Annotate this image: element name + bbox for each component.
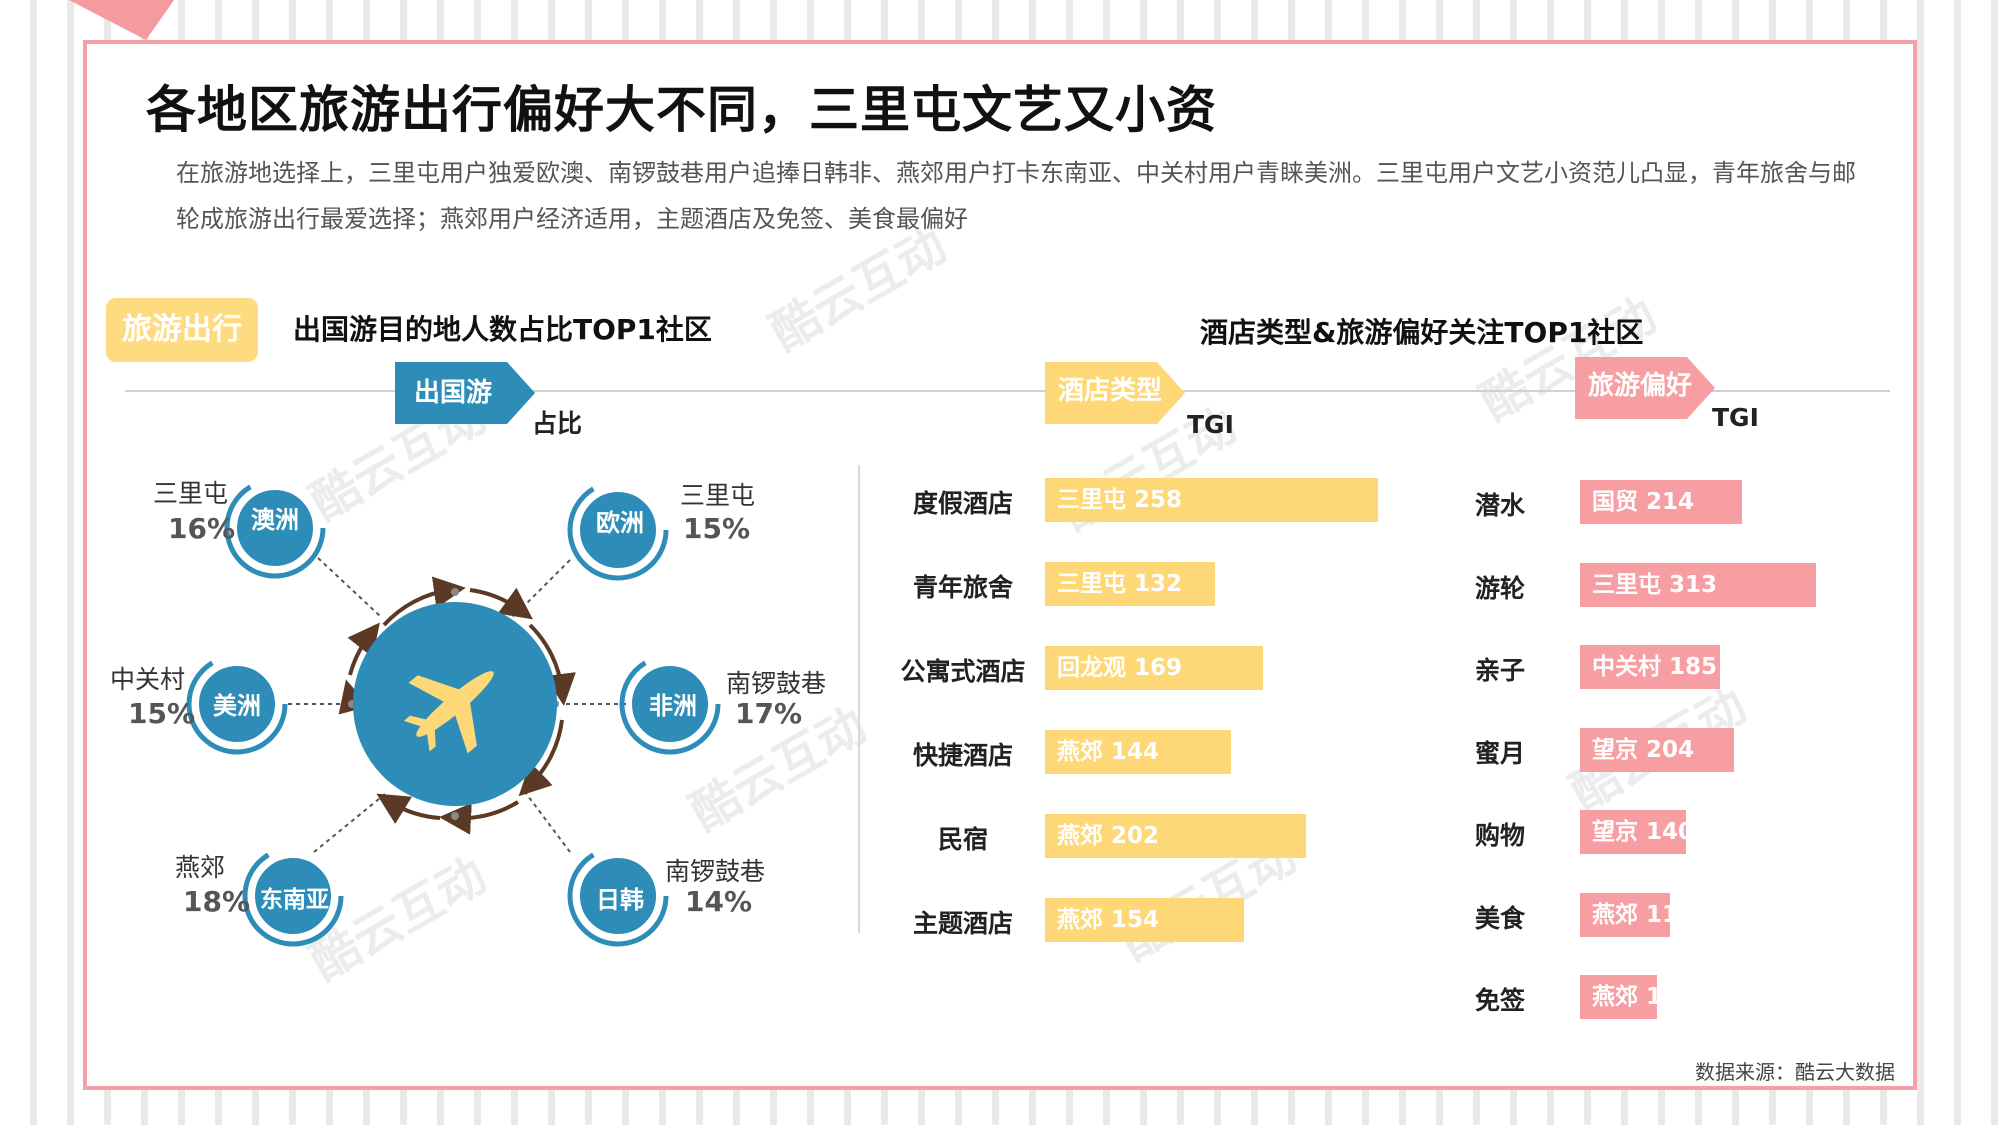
node-ring — [224, 477, 326, 579]
bar: 三里屯 132 — [1045, 562, 1215, 606]
bar: 国贸 214 — [1580, 480, 1742, 524]
node-region-jk: 日韩 — [596, 886, 644, 914]
connector-line — [317, 557, 381, 617]
category-label: 青年旅舍 — [912, 573, 1013, 602]
bar: 三里屯 313 — [1580, 562, 1816, 607]
bar: 燕郊 144 — [1045, 730, 1231, 774]
community-label: 三里屯 — [680, 481, 756, 510]
ribbon-outbound — [395, 362, 535, 424]
connector-line — [524, 791, 571, 853]
node-ring — [186, 653, 288, 755]
data-source: 数据来源：酷云大数据 — [1695, 1060, 1895, 1084]
left-section-title: 出国游目的地人数占比TOP1社区 — [293, 313, 712, 346]
divider-line — [125, 390, 1890, 392]
vertical-divider — [858, 465, 860, 933]
bar: 燕郊 102 — [1580, 975, 1657, 1019]
share-axis-label: 占比 — [532, 409, 583, 438]
category-label: 亲子 — [1474, 656, 1525, 685]
share-value: 14% — [685, 885, 753, 918]
region-node — [251, 854, 335, 938]
node-ring — [619, 653, 721, 755]
page-title: 各地区旅游出行偏好大不同，三里屯文艺又小资 — [146, 81, 1217, 139]
region-node — [233, 486, 317, 570]
share-value: 18% — [183, 885, 251, 918]
category-label: 购物 — [1474, 821, 1525, 850]
node-region-af: 非洲 — [649, 692, 697, 720]
bar: 燕郊 202 — [1045, 814, 1306, 858]
category-label: 游轮 — [1474, 573, 1525, 603]
category-label: 快捷酒店 — [912, 741, 1013, 770]
connector-line — [512, 559, 571, 618]
region-node — [195, 662, 279, 746]
category-label: 美食 — [1474, 903, 1525, 933]
share-value: 16% — [168, 512, 236, 545]
category-label: 主题酒店 — [912, 909, 1013, 938]
region-node — [576, 488, 660, 572]
bar: 回龙观 169 — [1045, 646, 1263, 690]
right-section-title: 酒店类型&旅游偏好关注TOP1社区 — [1200, 316, 1644, 349]
node-region-am: 美洲 — [213, 692, 261, 720]
hotel-tgi-label: TGI — [1187, 410, 1234, 439]
ribbon-travel-label: 旅游偏好 — [1588, 371, 1693, 401]
node-ring — [567, 845, 669, 947]
ribbon-outbound-label: 出国游 — [414, 378, 493, 408]
ribbon-hotel — [1045, 362, 1185, 424]
region-node — [628, 662, 712, 746]
share-value: 17% — [735, 697, 803, 730]
share-value: 15% — [128, 697, 196, 730]
bar: 望京 140 — [1580, 810, 1686, 854]
connector-line — [313, 793, 386, 853]
ribbon-travel — [1575, 357, 1715, 419]
region-node — [576, 854, 660, 938]
bar: 望京 204 — [1580, 727, 1734, 772]
bar: 燕郊 119 — [1580, 892, 1670, 937]
bar: 三里屯 258 — [1045, 478, 1378, 522]
category-label: 民宿 — [937, 825, 988, 854]
node-region-sea: 东南亚 — [260, 887, 329, 913]
node-ring — [242, 845, 344, 947]
category-label: 度假酒店 — [912, 489, 1013, 518]
category-tag: 旅游出行 — [106, 298, 258, 362]
community-label: 南锣鼓巷 — [726, 669, 827, 698]
bar: 燕郊 154 — [1045, 898, 1244, 942]
outbound-radial-diagram — [186, 477, 721, 947]
community-label: 三里屯 — [153, 479, 229, 508]
bar: 中关村 185 — [1580, 645, 1720, 689]
community-label: 燕郊 — [175, 853, 226, 882]
airplane-icon — [403, 671, 494, 754]
category-label: 公寓式酒店 — [900, 657, 1026, 686]
node-region-au: 澳洲 — [251, 506, 299, 534]
ribbon-hotel-label: 酒店类型 — [1058, 376, 1163, 406]
category-label: 蜜月 — [1474, 738, 1525, 768]
page-description: 在旅游地选择上，三里屯用户独爱欧澳、南锣鼓巷用户追捧日韩非、燕郊用户打卡东南亚、… — [176, 159, 1856, 233]
category-label: 免签 — [1474, 986, 1525, 1015]
community-label: 中关村 — [110, 665, 186, 694]
node-ring — [567, 479, 669, 581]
community-label: 南锣鼓巷 — [665, 857, 766, 886]
category-label: 潜水 — [1474, 491, 1525, 520]
travel-tgi-label: TGI — [1712, 403, 1759, 432]
share-value: 15% — [683, 512, 751, 545]
node-region-eu: 欧洲 — [596, 509, 644, 537]
